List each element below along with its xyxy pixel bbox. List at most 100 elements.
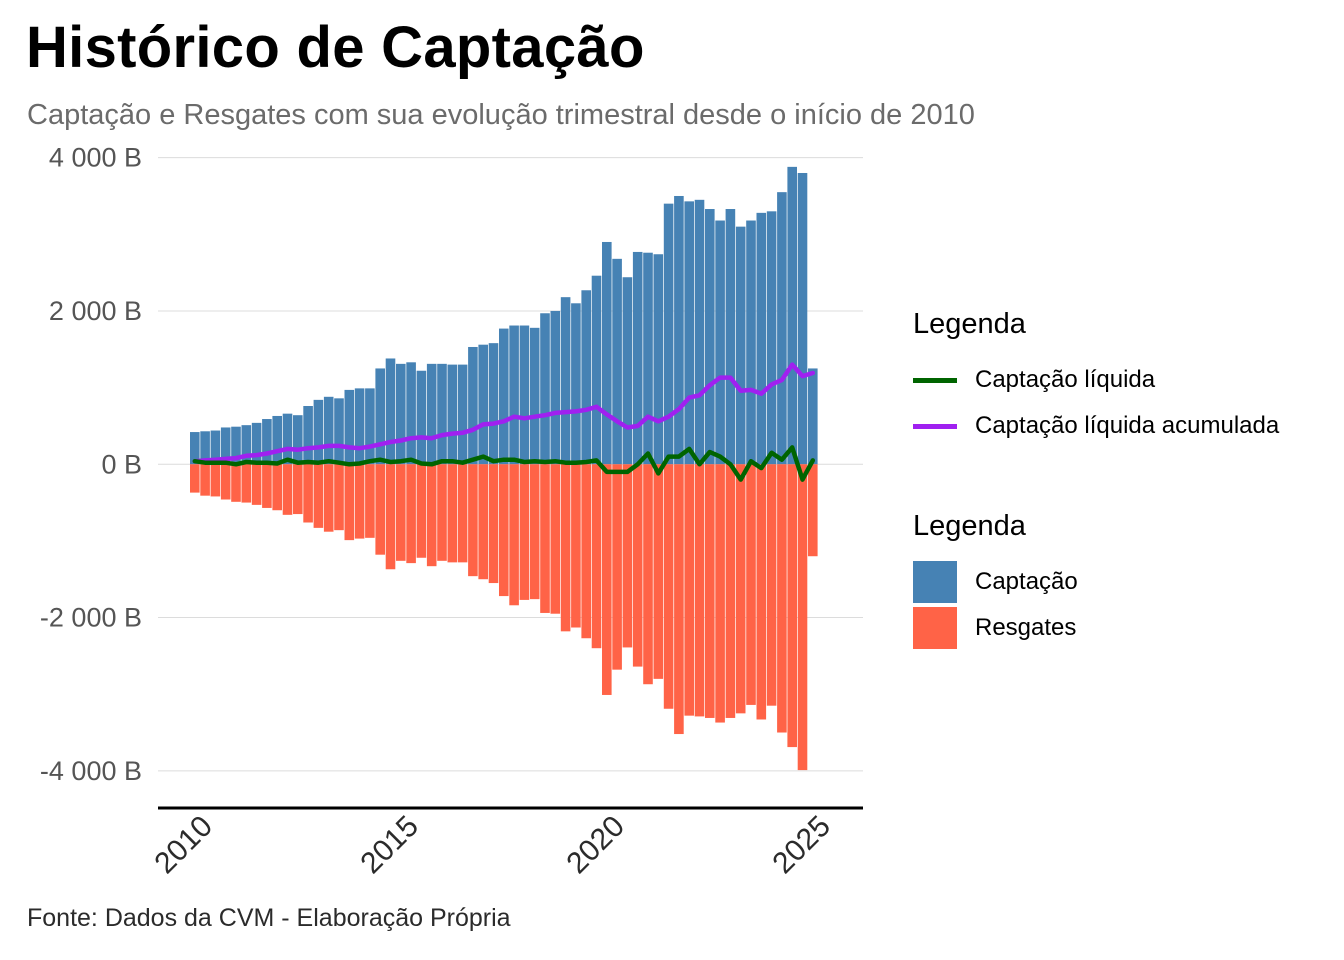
- bar-captacao: [262, 419, 272, 465]
- bar-captacao: [251, 422, 262, 465]
- legend-lines-title: Legenda: [913, 308, 1026, 340]
- bar-resgates: [251, 464, 262, 505]
- legend-key-captacao: [913, 561, 957, 603]
- legend-label-captacao-liquida-acumulada: Captação líquida acumulada: [975, 412, 1280, 439]
- bar-captacao: [540, 313, 550, 465]
- bar-resgates: [241, 464, 252, 503]
- bar-captacao: [787, 166, 797, 465]
- bar-resgates: [632, 464, 643, 667]
- bar-resgates: [808, 464, 818, 557]
- bar-resgates: [200, 464, 210, 496]
- resgates-bars: [190, 464, 818, 771]
- bar-captacao: [385, 358, 396, 465]
- y-tick-label: -2 000 B: [40, 603, 142, 633]
- bar-captacao: [612, 258, 622, 465]
- bar-captacao: [416, 370, 427, 465]
- chart-title: Histórico de Captação: [26, 15, 645, 80]
- bar-resgates: [540, 464, 550, 613]
- bar-resgates: [725, 464, 736, 718]
- bar-resgates: [354, 464, 365, 539]
- bar-captacao: [447, 364, 458, 465]
- bar-resgates: [591, 464, 602, 649]
- x-tick-label: 2010: [148, 810, 219, 881]
- bar-captacao: [632, 251, 643, 465]
- bar-resgates: [622, 464, 633, 648]
- bar-resgates: [293, 464, 303, 515]
- bar-captacao: [602, 241, 612, 465]
- legend-lines: Legenda Captação líquida Captação líquid…: [913, 308, 1279, 449]
- legend-item-captacao-liquida-acumulada: Captação líquida acumulada: [913, 403, 1279, 449]
- bar-captacao: [643, 252, 653, 465]
- bar-captacao: [200, 431, 210, 465]
- bar-captacao: [478, 344, 488, 465]
- bar-captacao: [241, 425, 252, 465]
- bar-resgates: [282, 464, 293, 515]
- bar-resgates: [684, 464, 694, 716]
- bar-resgates: [437, 464, 447, 561]
- bar-captacao: [457, 364, 468, 465]
- bar-captacao: [437, 363, 447, 465]
- bar-resgates: [426, 464, 437, 567]
- bar-captacao: [808, 368, 818, 465]
- bar-resgates: [272, 464, 282, 511]
- bar-resgates: [303, 464, 313, 523]
- bar-captacao: [560, 297, 571, 465]
- bar-resgates: [344, 464, 355, 541]
- bar-resgates: [416, 464, 427, 558]
- bar-captacao: [231, 426, 241, 465]
- bar-resgates: [365, 464, 375, 538]
- bar-captacao: [509, 325, 519, 465]
- line-series: [192, 362, 816, 482]
- bar-resgates: [385, 464, 396, 570]
- bar-resgates: [674, 464, 684, 735]
- bar-captacao: [365, 388, 375, 465]
- bar-captacao: [334, 398, 344, 465]
- bar-resgates: [602, 464, 612, 695]
- legend-bars: Legenda Captação Resgates: [913, 510, 1078, 651]
- y-tick-label: 2 000 B: [49, 296, 142, 326]
- legend-label-captacao-liquida: Captação líquida: [975, 366, 1156, 393]
- bar-captacao: [282, 413, 293, 465]
- line-captacao-liquida: [192, 445, 816, 482]
- y-axis-tick-labels: -4 000 B -2 000 B 0 B 2 000 B 4 000 B: [40, 143, 142, 786]
- bar-captacao: [499, 328, 509, 465]
- bar-captacao: [797, 172, 808, 465]
- bar-captacao: [190, 432, 200, 465]
- bar-resgates: [787, 464, 797, 748]
- bar-resgates: [190, 464, 200, 493]
- bar-resgates: [705, 464, 715, 718]
- bar-captacao: [725, 209, 736, 465]
- bar-captacao: [694, 199, 705, 465]
- bar-captacao: [272, 415, 282, 465]
- legend-label-resgates: Resgates: [975, 614, 1077, 641]
- bar-captacao: [705, 209, 715, 465]
- y-tick-label: 0 B: [101, 449, 142, 479]
- bar-captacao: [354, 388, 365, 465]
- bar-resgates: [756, 464, 767, 720]
- bar-resgates: [663, 464, 674, 709]
- bar-resgates: [220, 464, 231, 500]
- bar-captacao: [303, 406, 313, 465]
- bar-captacao: [766, 211, 777, 465]
- captacao-bars: [190, 166, 818, 465]
- line-captacao-liquida-acumulada: [192, 362, 816, 464]
- bar-captacao: [777, 192, 787, 465]
- bar-resgates: [406, 464, 416, 564]
- legend-label-captacao: Captação: [975, 568, 1078, 595]
- bar-captacao: [396, 363, 406, 465]
- bar-captacao: [550, 310, 561, 465]
- bar-resgates: [777, 464, 787, 733]
- x-tick-label: 2020: [560, 810, 631, 881]
- bar-resgates: [447, 464, 458, 563]
- bar-resgates: [797, 464, 808, 771]
- bar-captacao: [674, 195, 684, 465]
- bar-resgates: [457, 464, 468, 563]
- chart-subtitle: Captação e Resgates com sua evolução tri…: [27, 99, 975, 131]
- bar-captacao: [663, 203, 674, 465]
- bar-resgates: [488, 464, 499, 584]
- chart-caption: Fonte: Dados da CVM - Elaboração Própria: [27, 904, 511, 932]
- legend-key-captacao-liquida-acumulada: [913, 423, 957, 429]
- bar-resgates: [715, 464, 725, 723]
- bar-captacao: [468, 346, 478, 465]
